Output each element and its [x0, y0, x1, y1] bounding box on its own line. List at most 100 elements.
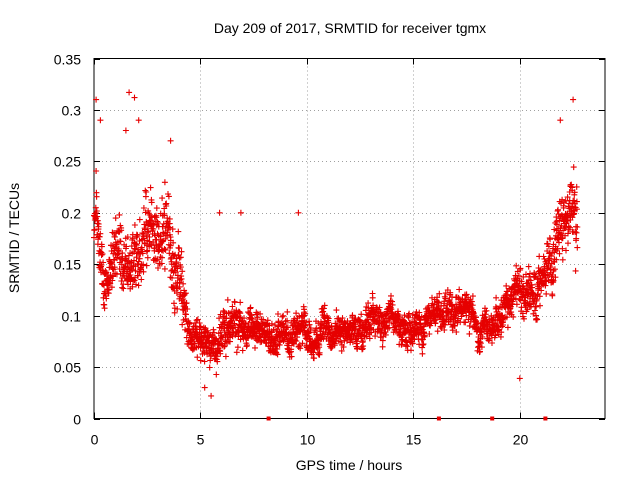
data-point — [548, 253, 555, 260]
data-point — [504, 288, 511, 295]
data-point — [565, 240, 571, 247]
data-point — [176, 245, 183, 252]
data-point — [338, 347, 345, 354]
data-point — [131, 245, 138, 252]
data-point — [234, 344, 241, 351]
data-point — [231, 299, 238, 306]
data-point — [537, 302, 543, 309]
data-point — [257, 310, 264, 317]
data-point — [573, 183, 580, 190]
data-point — [93, 168, 100, 174]
data-point — [103, 295, 110, 302]
data-point — [275, 311, 281, 317]
data-point — [518, 278, 525, 285]
data-point — [109, 277, 116, 284]
data-point — [152, 257, 159, 264]
data-point — [231, 320, 238, 327]
data-point — [406, 310, 413, 317]
data-point — [178, 275, 185, 282]
data-point — [118, 278, 125, 284]
data-point — [503, 314, 510, 321]
data-point — [236, 309, 243, 316]
data-point — [421, 332, 428, 339]
data-point — [95, 226, 102, 233]
data-point — [131, 257, 137, 264]
data-point — [111, 264, 118, 271]
data-point — [108, 284, 115, 291]
data-point — [409, 311, 416, 318]
data-point — [516, 375, 523, 382]
data-point — [478, 344, 485, 351]
data-point — [288, 353, 295, 360]
data-point — [331, 340, 338, 347]
data-point — [339, 315, 346, 322]
y-axis-title: SRMTID / TECUs — [6, 183, 22, 293]
data-point — [572, 267, 579, 274]
data-point — [556, 250, 563, 257]
data-point — [569, 214, 576, 221]
x-tick-labels: 0 5 10 15 20 — [91, 432, 529, 448]
y-tick-label: 0.25 — [54, 154, 81, 170]
data-point — [379, 343, 386, 350]
data-point — [574, 224, 581, 230]
data-point — [572, 229, 579, 236]
gap-marker — [436, 416, 441, 421]
data-point — [155, 265, 161, 271]
data-point — [552, 274, 559, 281]
data-point — [229, 303, 236, 310]
data-point — [145, 228, 152, 235]
data-point — [333, 307, 340, 314]
data-point — [360, 343, 367, 350]
data-point — [280, 312, 287, 319]
data-point — [436, 290, 443, 297]
data-point — [237, 209, 244, 216]
data-point — [568, 181, 575, 188]
data-point — [153, 214, 160, 221]
data-point — [533, 303, 540, 310]
data-point — [363, 323, 370, 330]
data-point — [91, 226, 98, 233]
data-point — [94, 213, 101, 220]
data-point — [179, 268, 186, 275]
data-point — [512, 295, 519, 302]
data-point — [288, 346, 295, 353]
data-point — [337, 334, 344, 340]
data-point — [181, 290, 188, 297]
data-point — [316, 349, 323, 356]
data-point — [405, 313, 411, 320]
data-point — [120, 285, 127, 292]
data-point — [237, 299, 244, 306]
data-point — [431, 317, 438, 324]
x-tick-label: 15 — [406, 432, 422, 448]
data-point — [419, 342, 426, 348]
data-point — [337, 339, 344, 346]
data-point — [349, 312, 356, 319]
data-point — [499, 323, 505, 330]
data-point — [571, 210, 578, 217]
data-point — [143, 189, 150, 195]
data-point — [310, 349, 317, 356]
data-point — [180, 280, 187, 287]
data-point — [124, 234, 131, 240]
data-point — [239, 347, 246, 354]
data-point — [463, 291, 470, 298]
data-point — [366, 335, 373, 342]
y-tick-label: 0.1 — [62, 309, 82, 325]
data-point — [118, 224, 125, 231]
data-point — [213, 371, 220, 378]
data-point — [573, 229, 580, 236]
data-point — [177, 254, 184, 261]
data-point — [249, 316, 256, 323]
data-point — [133, 254, 140, 261]
data-point — [274, 326, 281, 333]
data-point — [558, 230, 565, 237]
gap-marker — [543, 416, 548, 421]
data-point — [533, 296, 540, 303]
data-point — [93, 208, 100, 214]
data-point — [174, 306, 181, 312]
data-point — [119, 284, 126, 291]
data-point — [560, 204, 567, 211]
data-point — [91, 234, 97, 241]
data-point — [167, 242, 174, 249]
data-point — [420, 329, 427, 335]
